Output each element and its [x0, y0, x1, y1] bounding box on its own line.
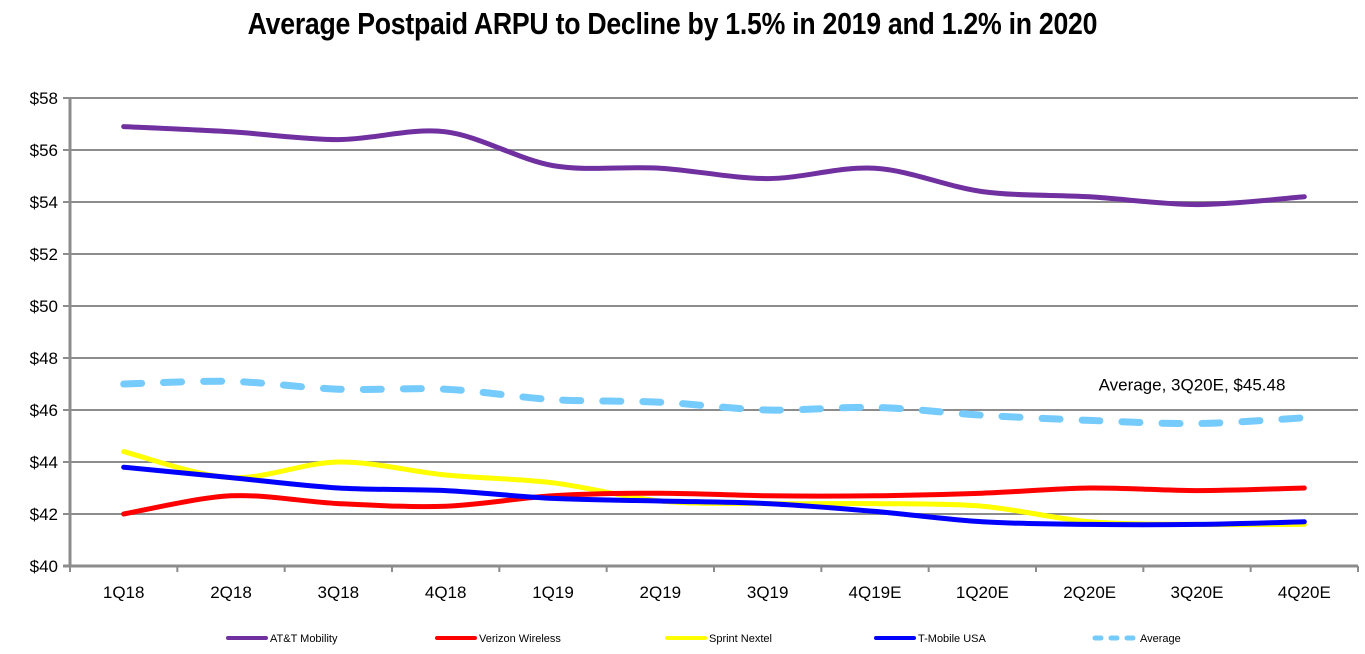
series-lines — [120, 124, 1308, 528]
x-tick-label: 2Q20E — [1063, 583, 1116, 602]
y-tick-label: $48 — [30, 349, 58, 368]
series-line-average — [120, 377, 1308, 428]
x-tick-label: 4Q18 — [425, 583, 467, 602]
annotations: Average, 3Q20E, $45.48 — [1099, 376, 1286, 395]
x-axis-ticks: 1Q18 2Q18 3Q18 4Q18 1Q19 2Q19 3Q19 4Q19E 1Q20E 2Q… — [69, 566, 1359, 602]
chart-title: Average Postpaid ARPU to Decline by 1.5%… — [247, 6, 1098, 41]
legend-label-at-t-mobility: AT&T Mobility — [270, 633, 338, 645]
series-line-t-mobile-usa — [121, 464, 1307, 528]
y-tick-label: $46 — [30, 401, 58, 420]
x-tick-label: 3Q18 — [318, 583, 360, 602]
y-axis-ticks: $40 $42 $44 $46 $48 $50 $52 $54 $56 $58 — [30, 89, 58, 576]
legend-label-t-mobile-usa: T-Mobile USA — [918, 633, 987, 645]
x-tick-label: 3Q19 — [747, 583, 789, 602]
legend-label-verizon-wireless: Verizon Wireless — [479, 633, 561, 645]
x-tick-label: 4Q20E — [1278, 583, 1331, 602]
y-tick-label: $42 — [30, 505, 58, 524]
x-tick-label: 1Q20E — [956, 583, 1009, 602]
legend-label-average: Average — [1140, 633, 1181, 645]
y-tick-label: $56 — [30, 141, 58, 160]
x-tick-label: 2Q18 — [210, 583, 252, 602]
data-label-annotation: Average, 3Q20E, $45.48 — [1099, 376, 1286, 395]
y-tick-label: $58 — [30, 89, 58, 108]
y-tick-label: $54 — [30, 193, 58, 212]
x-tick-label: 4Q19E — [849, 583, 902, 602]
series-line-verizon-wireless — [121, 485, 1307, 517]
axes — [63, 98, 1358, 568]
y-tick-label: $50 — [30, 297, 58, 316]
x-tick-label: 1Q18 — [103, 583, 145, 602]
legend: AT&T Mobility Verizon Wireless Sprint Next… — [226, 633, 1181, 645]
y-tick-label: $52 — [30, 245, 58, 264]
legend-label-sprint-nextel: Sprint Nextel — [709, 633, 772, 645]
gridlines — [63, 97, 1358, 567]
y-tick-label: $40 — [30, 557, 58, 576]
x-tick-label: 1Q19 — [532, 583, 574, 602]
y-tick-label: $44 — [30, 453, 58, 472]
series-line-at-t-mobility — [121, 124, 1307, 208]
x-tick-label: 3Q20E — [1171, 583, 1224, 602]
x-tick-label: 2Q19 — [640, 583, 682, 602]
